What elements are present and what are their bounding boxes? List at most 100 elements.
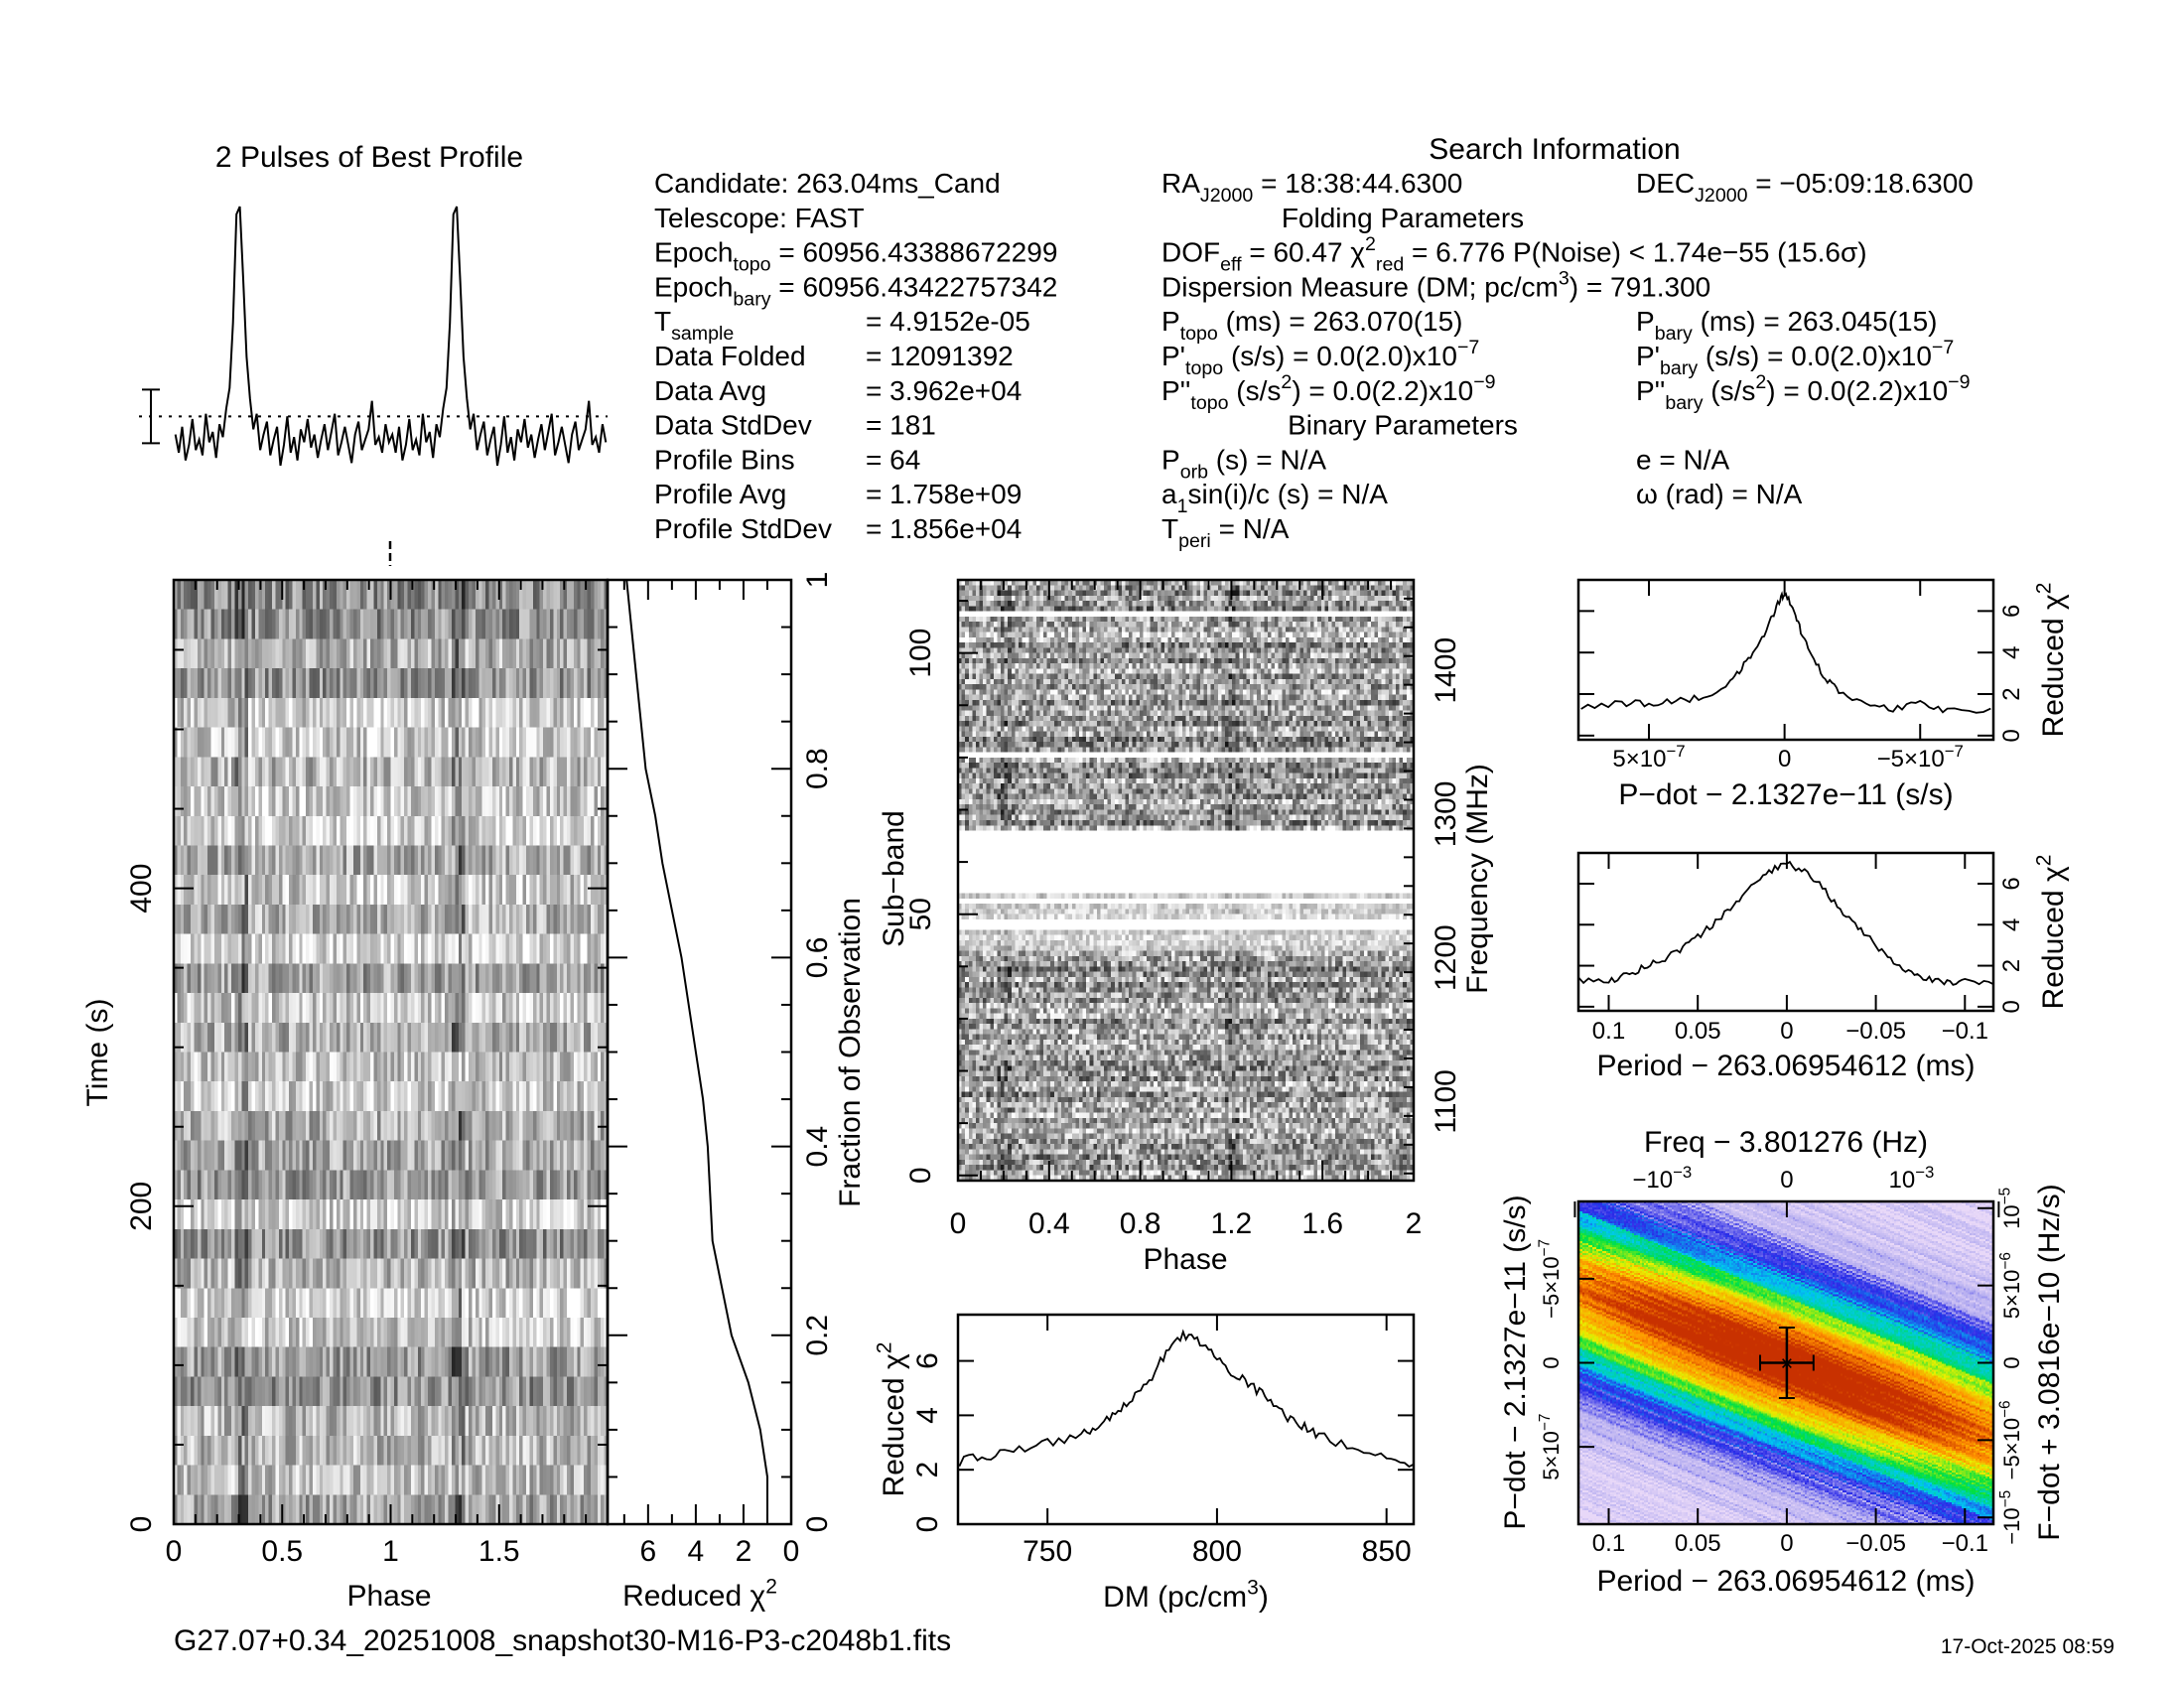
- x-tick-label: −5×10−7: [1877, 742, 1964, 773]
- info-label: Tsample: [654, 306, 734, 345]
- info-param: Pbary (ms) = 263.045(15): [1636, 306, 1937, 345]
- text-segment: P: [1636, 306, 1655, 337]
- x-tick-label: 750: [1023, 1535, 1072, 1568]
- filename: G27.07+0.34_20251008_snapshot30-M16-P3-c…: [174, 1624, 951, 1657]
- x-tick-label: −0.1: [1942, 1018, 1988, 1045]
- x-axis-label: Phase: [346, 1580, 431, 1613]
- chi2-fraction-line: [625, 579, 768, 1524]
- text-segment: Reduced χ: [622, 1580, 765, 1613]
- y-tick-label: 5×10−7: [1537, 1414, 1564, 1480]
- time-phase-frame: [172, 578, 610, 1526]
- info-label: Data Avg: [654, 375, 766, 406]
- text-segment: J2000: [1695, 185, 1747, 207]
- x-tick-label: 1.6: [1301, 1207, 1343, 1240]
- text-segment: −7: [1932, 337, 1954, 358]
- x-tick-label: 850: [1362, 1535, 1412, 1568]
- y2-tick-label: 5×10−6: [1997, 1252, 2024, 1319]
- x-tick-label: 0.5: [261, 1535, 303, 1568]
- x-axis-label: Period − 263.06954612 (ms): [1596, 1050, 1975, 1082]
- x-axis-label: Reduced χ2: [622, 1575, 777, 1613]
- text-segment: orb: [1180, 461, 1208, 483]
- y-tick-label: 2: [911, 1462, 944, 1478]
- info-value: = 1.758e+09: [866, 479, 1022, 509]
- y-tick-label: 6: [1998, 605, 2025, 618]
- text-segment: (s/s: [1229, 375, 1282, 406]
- y-tick-label: 4: [1998, 646, 2025, 659]
- text-segment: 5×10: [1999, 1270, 2024, 1320]
- text-segment: Data Folded: [654, 341, 806, 371]
- y-tick-label: 1: [801, 572, 834, 589]
- time-phase-greyscale: [174, 580, 608, 1524]
- y-tick-label: −5×10−7: [1537, 1239, 1564, 1319]
- y-tick-label: 4: [911, 1407, 944, 1424]
- text-segment: bary: [733, 288, 770, 310]
- x-tick-label: −0.1: [1942, 1530, 1988, 1557]
- profile-title: 2 Pulses of Best Profile: [215, 141, 523, 174]
- y-tick-label: 50: [904, 898, 937, 930]
- text-segment: −10: [1632, 1167, 1673, 1194]
- text-segment: P': [1161, 341, 1185, 371]
- x-tick-label: 0.4: [1028, 1207, 1070, 1240]
- text-segment: 3: [1559, 268, 1570, 290]
- y-tick-label: 0.4: [801, 1126, 834, 1168]
- text-segment: −7: [1537, 1239, 1554, 1257]
- x-tick-label: 0: [783, 1535, 800, 1568]
- text-segment: Reduced χ: [2037, 594, 2070, 737]
- text-segment: bary: [1665, 392, 1703, 414]
- text-segment: = 60956.43422757342: [771, 271, 1058, 302]
- freq-axis-title: Freq − 3.801276 (Hz): [1644, 1126, 1928, 1159]
- info-value: = 181: [866, 410, 936, 441]
- text-segment: = 6.776 P(Noise) < 1.74e−55 (15.6σ): [1404, 237, 1866, 268]
- x-tick-label: 1: [382, 1535, 399, 1568]
- text-segment: topo: [733, 254, 770, 276]
- text-segment: RA: [1161, 168, 1200, 199]
- subband-frame: [956, 578, 1416, 1183]
- text-segment: J2000: [1200, 185, 1253, 207]
- text-segment: 2: [1365, 233, 1376, 255]
- y-tick-label: 6: [911, 1352, 944, 1369]
- x-tick-label: 0.1: [1592, 1018, 1625, 1045]
- info-value: = 12091392: [866, 341, 1014, 371]
- x-tick-label: 5×10−7: [1612, 742, 1685, 773]
- y2-tick-label: 10−5: [1997, 1188, 2024, 1229]
- text-segment: DM (pc/cm: [1103, 1581, 1247, 1614]
- info-value: = 4.9152e-05: [866, 306, 1030, 337]
- pdot-curve-frame: [1576, 578, 1995, 742]
- x-tick-label: −0.05: [1845, 1018, 1906, 1045]
- y-tick-label: 100: [904, 629, 937, 678]
- text-segment: topo: [1180, 323, 1218, 345]
- x-tick-label: 2: [736, 1535, 752, 1568]
- y2-axis-label: F−dot + 3.0816e−10 (Hz/s): [2033, 1184, 2066, 1540]
- y-tick-label: 0: [911, 1516, 944, 1533]
- text-segment: Dispersion Measure (DM; pc/cm: [1161, 271, 1559, 302]
- text-segment: P: [1161, 444, 1180, 475]
- text-segment: = N/A: [1211, 513, 1290, 544]
- text-segment: 2: [765, 1575, 777, 1598]
- text-segment: Reduced χ: [878, 1353, 910, 1496]
- text-segment: 2: [1755, 371, 1766, 393]
- info-label: Telescope: FAST: [654, 203, 865, 233]
- y2-tick-label: −10−5: [1997, 1490, 2024, 1545]
- text-segment: 2: [2032, 583, 2055, 595]
- text-segment: −6: [1997, 1252, 2014, 1270]
- text-segment: ): [1259, 1581, 1269, 1614]
- text-segment: T: [654, 306, 671, 337]
- x-tick-label: 0.1: [1592, 1530, 1625, 1557]
- y2-axis-label: Frequency (MHz): [1461, 764, 1494, 994]
- best-fit-marker: ×: [1780, 1351, 1793, 1376]
- info-label: Data Folded: [654, 341, 806, 371]
- x-tick-label: 0: [1780, 1530, 1793, 1557]
- info-param: Porb (s) = N/A: [1161, 444, 1326, 483]
- text-segment: −5: [1997, 1490, 2014, 1508]
- x-tick-label: 0: [950, 1207, 967, 1240]
- text-segment: −10: [1999, 1507, 2024, 1544]
- text-segment: DOF: [1161, 237, 1220, 268]
- info-label: Candidate: 263.04ms_Cand: [654, 168, 1001, 199]
- y-tick-label: 0: [1998, 1000, 2025, 1013]
- y-axis-label: Reduced χ2: [873, 1342, 910, 1497]
- text-segment: ) = 0.0(2.2)x10: [1292, 375, 1473, 406]
- text-segment: sin(i)/c (s) = N/A: [1187, 479, 1388, 509]
- x-tick-label: 6: [640, 1535, 657, 1568]
